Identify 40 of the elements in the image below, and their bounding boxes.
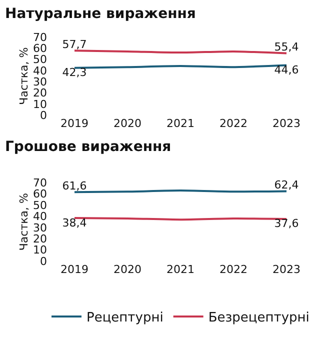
y-tick-label: 0 <box>40 254 47 268</box>
x-tick-label: 2019 <box>60 117 88 130</box>
y-axis-title: Частка, % <box>18 47 31 105</box>
y-tick-label: 70 <box>33 30 47 44</box>
y-tick-label: 50 <box>33 53 47 66</box>
y-tick-label: 30 <box>33 75 47 88</box>
x-tick-label: 2020 <box>114 263 142 276</box>
y-tick-label: 50 <box>33 198 47 212</box>
x-tick-label: 2022 <box>220 117 248 130</box>
legend-label: Безрецептурні <box>208 310 310 326</box>
data-label: 38,4 <box>62 216 87 230</box>
data-label: 42,3 <box>62 66 87 80</box>
data-label: 61,6 <box>62 179 87 192</box>
y-tick-label: 10 <box>33 244 47 257</box>
y-tick-label: 20 <box>33 232 47 246</box>
x-tick-label: 2021 <box>166 117 194 130</box>
data-label: 62,4 <box>274 178 299 192</box>
y-tick-label: 10 <box>33 98 47 111</box>
y-tick-label: 0 <box>40 109 47 122</box>
data-label: 57,7 <box>62 38 87 51</box>
y-tick-label: 20 <box>33 86 47 100</box>
chart-title: Грошове вираження <box>5 139 172 155</box>
legend-label: Рецептурні <box>86 310 164 326</box>
x-tick-label: 2020 <box>114 117 142 130</box>
y-tick-label: 60 <box>33 42 47 55</box>
x-tick-label: 2023 <box>272 117 300 130</box>
data-label: 44,6 <box>274 64 299 77</box>
y-tick-label: 60 <box>33 188 47 201</box>
x-tick-label: 2023 <box>272 263 300 276</box>
chart-title: Натуральне вираження <box>5 6 196 22</box>
y-tick-label: 40 <box>33 210 47 224</box>
data-label: 37,6 <box>274 217 299 230</box>
y-tick-label: 30 <box>33 221 47 234</box>
x-tick-label: 2021 <box>166 263 194 276</box>
x-tick-label: 2022 <box>220 263 248 276</box>
y-tick-label: 70 <box>33 176 47 190</box>
x-tick-label: 2019 <box>60 263 88 276</box>
data-label: 55,4 <box>274 40 299 54</box>
y-axis-title: Частка, % <box>18 193 31 251</box>
y-tick-label: 40 <box>33 64 47 78</box>
